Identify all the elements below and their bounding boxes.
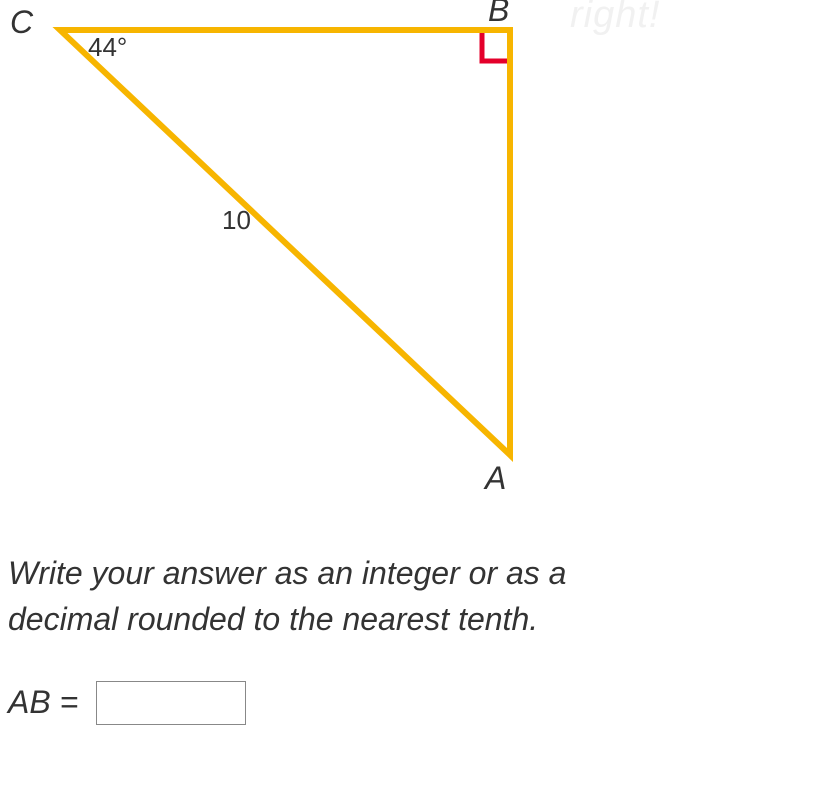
triangle-svg <box>10 0 650 510</box>
instruction-line-2: decimal rounded to the nearest tenth. <box>8 601 538 637</box>
answer-row: AB = <box>8 681 834 725</box>
vertex-label-c: C <box>10 4 33 41</box>
angle-label: 44° <box>88 32 127 63</box>
ghost-text: right! <box>570 0 660 37</box>
vertex-label-b: B <box>488 0 509 29</box>
answer-label: AB = <box>8 684 78 721</box>
vertex-label-a: A <box>485 460 506 497</box>
triangle-diagram: C B A 44° 10 right! <box>10 0 650 510</box>
instruction-text: Write your answer as an integer or as a … <box>8 550 828 643</box>
instruction-line-1: Write your answer as an integer or as a <box>8 555 566 591</box>
hypotenuse-label: 10 <box>222 205 251 236</box>
answer-input[interactable] <box>96 681 246 725</box>
